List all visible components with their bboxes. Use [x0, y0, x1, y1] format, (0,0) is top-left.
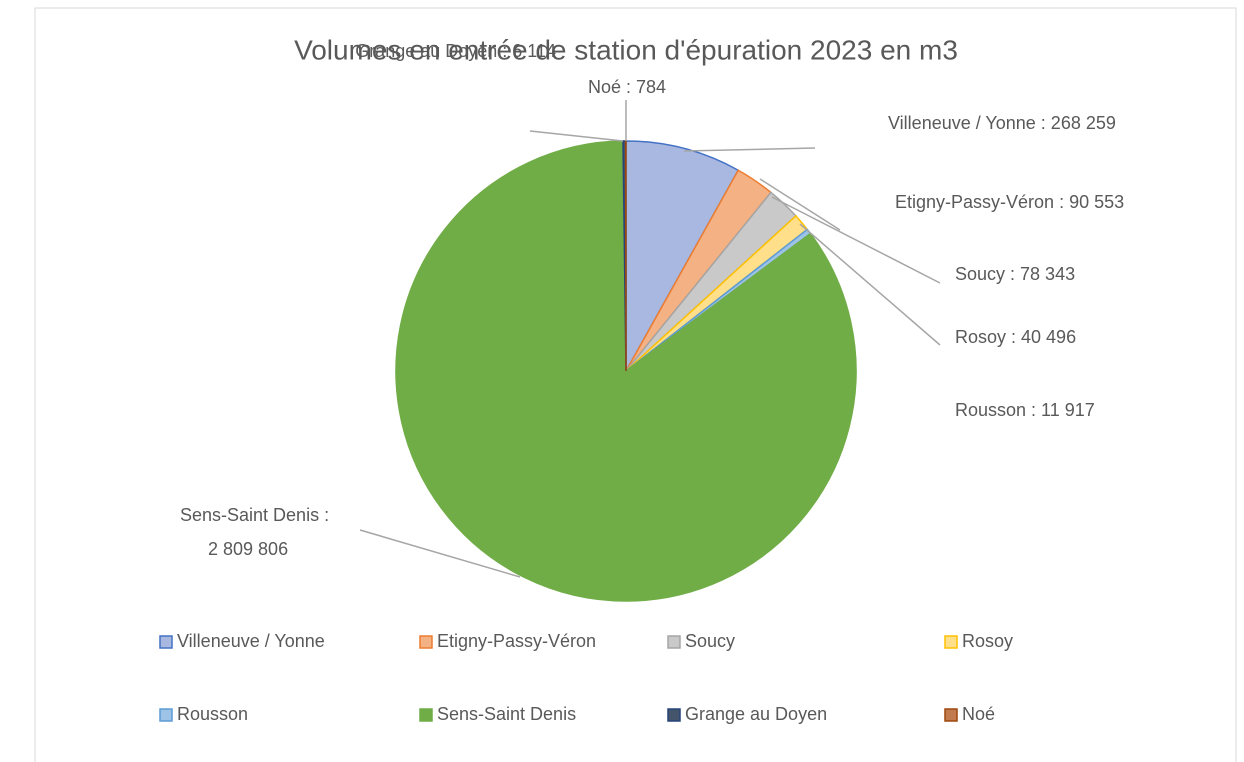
legend-swatch: [419, 635, 433, 649]
leader-line: [759, 178, 841, 231]
data-label: Rosoy : 40 496: [955, 327, 1076, 347]
data-label: Etigny-Passy-Véron : 90 553: [895, 192, 1124, 212]
legend-label: Etigny-Passy-Véron: [437, 631, 596, 651]
legend-label: Villeneuve / Yonne: [177, 631, 325, 651]
pie-slice: [625, 140, 740, 374]
legend-swatch: [159, 635, 173, 649]
legend-label: Soucy: [685, 631, 735, 651]
data-label: Noé : 784: [588, 77, 666, 97]
legend-swatch: [944, 635, 958, 649]
legend-label: Noé: [962, 704, 995, 724]
data-label: Soucy : 78 343: [955, 264, 1075, 284]
legend-label: Grange au Doyen: [685, 704, 827, 724]
pie-slice: [395, 140, 857, 602]
legend-swatch: [944, 708, 958, 722]
leader-line: [799, 223, 941, 346]
leader-line: [771, 196, 941, 284]
leader-line: [683, 147, 816, 152]
leader-line: [359, 529, 521, 578]
legend-label: Rosoy: [962, 631, 1013, 651]
data-label: Sens-Saint Denis :2 809 806: [180, 505, 329, 559]
legend-swatch: [667, 708, 681, 722]
data-label: Villeneuve / Yonne : 268 259: [888, 113, 1116, 133]
legend-swatch: [159, 708, 173, 722]
leader-line: [529, 130, 624, 142]
legend-label: Rousson: [177, 704, 248, 724]
data-label: Grange au Doyen : 6 114: [355, 41, 556, 61]
legend-swatch: [419, 708, 433, 722]
legend-swatch: [667, 635, 681, 649]
chart-title: Volumes en entrée de station d'épuration…: [294, 34, 958, 65]
data-label: Rousson : 11 917: [955, 400, 1095, 420]
legend-label: Sens-Saint Denis: [437, 704, 576, 724]
